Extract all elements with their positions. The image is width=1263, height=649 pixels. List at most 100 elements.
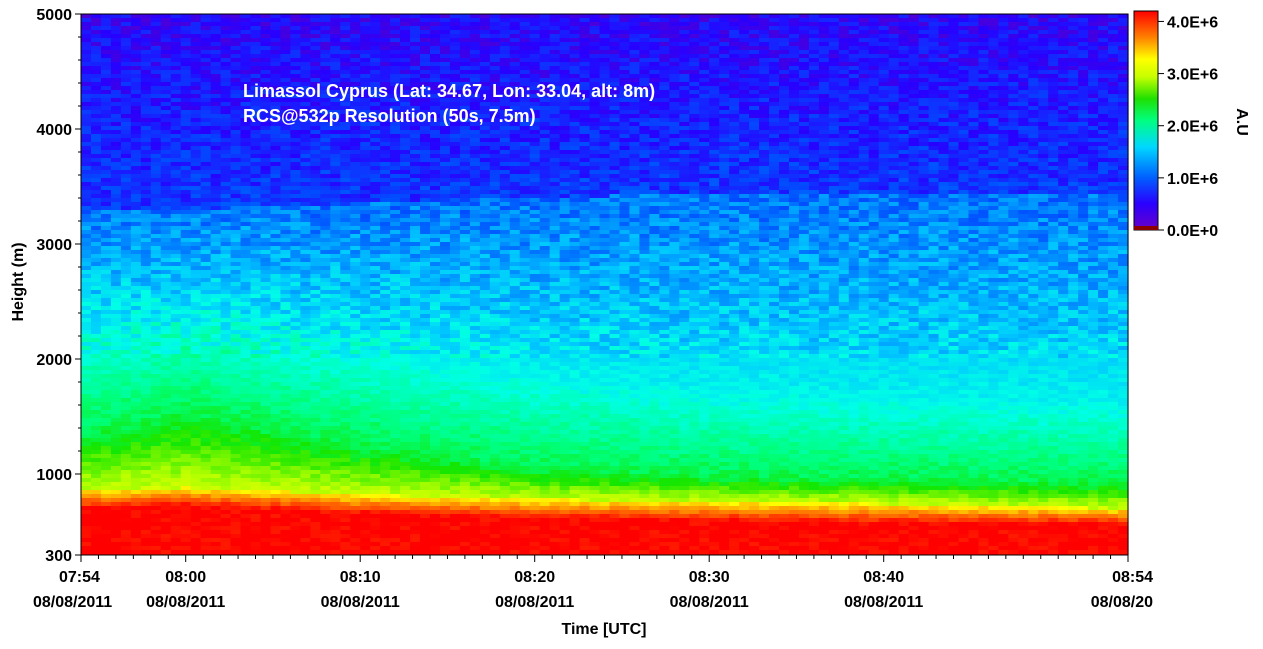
heatmap-cell <box>420 254 431 259</box>
heatmap-cell <box>410 302 421 307</box>
heatmap-cell <box>81 270 92 275</box>
heatmap-cell <box>360 542 371 547</box>
heatmap-cell <box>160 170 172 175</box>
heatmap-cell <box>220 26 232 31</box>
heatmap-cell <box>200 498 212 503</box>
heatmap-cell <box>430 290 441 295</box>
heatmap-cell <box>140 446 152 451</box>
heatmap-cell <box>250 426 262 431</box>
heatmap-cell <box>210 506 222 511</box>
heatmap-cell <box>310 306 321 311</box>
heatmap-cell <box>320 210 331 215</box>
heatmap-cell <box>250 346 262 351</box>
heatmap-cell <box>100 130 112 135</box>
heatmap-cell <box>170 306 182 311</box>
heatmap-cell <box>370 138 381 143</box>
heatmap-cell <box>150 486 162 491</box>
heatmap-cell <box>230 118 242 123</box>
heatmap-cell <box>180 546 192 551</box>
heatmap-cell <box>190 494 202 499</box>
heatmap-cell <box>81 538 92 543</box>
heatmap-cell <box>240 26 252 31</box>
heatmap-cell <box>310 154 321 159</box>
heatmap-cell <box>260 370 272 375</box>
heatmap-cell <box>280 110 291 115</box>
heatmap-cell <box>230 442 242 447</box>
heatmap-cell <box>370 330 381 335</box>
heatmap-cell <box>410 486 421 491</box>
heatmap-cell <box>320 314 331 319</box>
heatmap-cell <box>280 98 291 103</box>
heatmap-cell <box>110 550 122 555</box>
heatmap-cell <box>150 398 162 403</box>
heatmap-cell <box>150 114 162 119</box>
heatmap-cell <box>370 166 381 171</box>
heatmap-cell <box>220 514 232 519</box>
heatmap-cell <box>300 414 311 419</box>
heatmap-cell <box>240 134 252 139</box>
heatmap-cell <box>310 70 321 75</box>
heatmap-cell <box>290 482 301 487</box>
heatmap-cell <box>250 34 262 39</box>
heatmap-cell <box>210 446 222 451</box>
heatmap-cell <box>230 538 242 543</box>
heatmap-cell <box>170 514 182 519</box>
heatmap-cell <box>250 226 262 231</box>
heatmap-cell <box>270 426 282 431</box>
heatmap-cell <box>110 274 122 279</box>
heatmap-cell <box>110 186 122 191</box>
heatmap-cell <box>290 114 301 119</box>
heatmap-cell <box>350 166 361 171</box>
heatmap-cell <box>140 474 152 479</box>
heatmap-cell <box>270 222 282 227</box>
heatmap-cell <box>439 138 451 143</box>
heatmap-cell <box>360 466 371 471</box>
heatmap-cell <box>380 102 391 107</box>
heatmap-cell <box>160 314 172 319</box>
heatmap-cell <box>260 454 272 459</box>
heatmap-cell <box>290 370 301 375</box>
heatmap-cell <box>170 210 182 215</box>
heatmap-cell <box>100 90 112 95</box>
heatmap-cell <box>430 294 441 299</box>
heatmap-cell <box>220 462 232 467</box>
heatmap-cell <box>180 258 192 263</box>
heatmap-cell <box>290 66 301 71</box>
heatmap-cell <box>300 38 311 43</box>
heatmap-cell <box>390 534 401 539</box>
heatmap-cell <box>120 94 132 99</box>
heatmap-cell <box>290 538 301 543</box>
heatmap-cell <box>330 434 341 439</box>
heatmap-cell <box>320 454 331 459</box>
heatmap-cell <box>420 262 431 267</box>
heatmap-cell <box>260 130 272 135</box>
heatmap-cell <box>200 110 212 115</box>
heatmap-cell <box>220 182 232 187</box>
heatmap-cell <box>360 218 371 223</box>
heatmap-cell <box>120 266 132 271</box>
heatmap-cell <box>220 390 232 395</box>
heatmap-cell <box>300 306 311 311</box>
heatmap-cell <box>180 378 192 383</box>
heatmap-cell <box>150 418 162 423</box>
heatmap-cell <box>220 166 232 171</box>
heatmap-cell <box>190 370 202 375</box>
heatmap-cell <box>310 262 321 267</box>
heatmap-cell <box>420 506 431 511</box>
heatmap-cell <box>120 102 132 107</box>
heatmap-cell <box>130 270 142 275</box>
heatmap-cell <box>210 42 222 47</box>
heatmap-cell <box>370 242 381 247</box>
heatmap-cell <box>420 30 431 35</box>
heatmap-cell <box>280 166 291 171</box>
heatmap-cell <box>230 34 242 39</box>
heatmap-cell <box>210 106 222 111</box>
heatmap-cell <box>290 466 301 471</box>
heatmap-cell <box>180 446 192 451</box>
heatmap-cell <box>260 118 272 123</box>
heatmap-cell <box>190 198 202 203</box>
heatmap-cell <box>110 194 122 199</box>
heatmap-cell <box>310 46 321 51</box>
heatmap-cell <box>260 430 272 435</box>
heatmap-cell <box>280 14 291 19</box>
